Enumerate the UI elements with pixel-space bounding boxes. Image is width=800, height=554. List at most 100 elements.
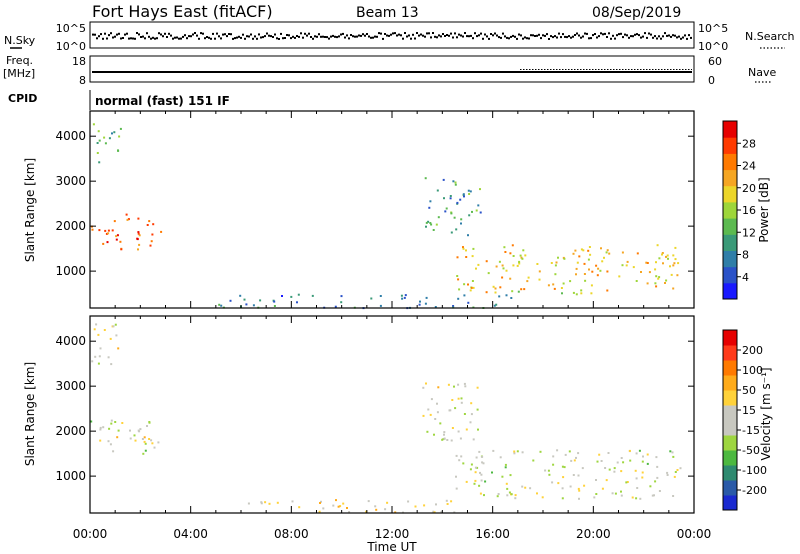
nsky-point xyxy=(108,34,110,37)
colorbar-swatch xyxy=(723,375,737,391)
data-cell xyxy=(455,487,458,490)
power-ylabel: Slant Range [km] xyxy=(23,158,37,262)
nsky-point xyxy=(432,32,434,34)
nsky-point xyxy=(110,32,112,35)
y-tick-label: 3000 xyxy=(55,174,86,188)
data-cell xyxy=(664,282,666,284)
nsky-point xyxy=(92,33,94,36)
y-tick-label: 2000 xyxy=(55,219,86,233)
nsky-point xyxy=(594,33,596,35)
data-cell xyxy=(157,441,160,444)
nsky-point xyxy=(400,34,402,37)
nsky-point xyxy=(508,37,510,40)
data-cell xyxy=(593,496,596,499)
data-cell xyxy=(113,220,116,223)
y-tick-label: 3000 xyxy=(55,379,86,393)
data-cell xyxy=(521,257,524,260)
nsky-point xyxy=(106,37,108,40)
nsky-point xyxy=(298,35,300,38)
nsky-point xyxy=(126,32,128,35)
data-cell xyxy=(472,286,475,289)
data-cell xyxy=(512,264,515,267)
data-cell xyxy=(620,457,623,459)
data-cell xyxy=(587,249,590,252)
power-colorbar: 4 8 12 16 20 24 28 xyxy=(722,120,756,300)
nsky-point xyxy=(258,33,260,36)
data-cell xyxy=(374,505,377,508)
data-cell xyxy=(518,262,521,265)
nsky-point xyxy=(274,33,276,36)
data-cell xyxy=(150,240,153,243)
data-cell xyxy=(590,292,593,295)
data-cell xyxy=(137,231,140,234)
data-cell xyxy=(460,222,462,225)
data-cell xyxy=(620,494,623,497)
data-cell xyxy=(467,283,469,286)
beam-label: Beam 13 xyxy=(356,5,419,21)
nsky-point xyxy=(638,34,640,37)
data-cell xyxy=(450,212,453,215)
data-cell xyxy=(423,504,426,507)
data-cell xyxy=(259,299,262,302)
nsky-point xyxy=(486,35,488,38)
data-cell xyxy=(608,468,611,471)
nsky-point xyxy=(350,34,352,36)
data-cell xyxy=(456,275,459,277)
nsky-point xyxy=(440,35,442,38)
data-cell xyxy=(463,195,465,198)
data-cell xyxy=(636,252,639,255)
nsky-point xyxy=(668,34,670,37)
data-cell xyxy=(138,430,141,433)
data-cell xyxy=(229,299,232,302)
nsky-point xyxy=(104,32,106,35)
data-cell xyxy=(578,497,580,500)
data-cell xyxy=(478,484,481,487)
nsky-point xyxy=(154,37,156,40)
data-cell xyxy=(576,261,579,264)
data-cell xyxy=(434,418,437,420)
data-cell xyxy=(435,223,438,226)
data-cell xyxy=(432,229,435,231)
nsky-point xyxy=(396,34,398,37)
data-cell xyxy=(655,285,658,288)
data-cell xyxy=(673,262,676,265)
nsky-point xyxy=(260,36,262,39)
nsky-point xyxy=(448,34,450,37)
data-cell xyxy=(370,297,373,300)
data-cell xyxy=(138,243,141,246)
nsky-point xyxy=(324,36,326,38)
data-cell xyxy=(536,492,538,495)
nsky-point xyxy=(578,34,580,37)
data-cell xyxy=(437,386,440,389)
data-cell xyxy=(580,248,583,251)
data-cell xyxy=(657,277,660,280)
nsky-point xyxy=(94,33,96,36)
data-cell xyxy=(429,222,432,224)
data-cell xyxy=(102,426,105,429)
colorbar-swatch xyxy=(723,495,737,511)
data-cell xyxy=(502,267,505,270)
data-cell xyxy=(143,436,146,439)
nsky-point xyxy=(142,35,144,38)
nsky-point xyxy=(524,36,526,39)
data-cell xyxy=(125,213,128,216)
nsky-strip: N.Sky 10^5 10^0 N.Search 10^5 10^0 xyxy=(4,21,795,53)
nsky-point xyxy=(604,32,606,35)
data-cell xyxy=(499,456,502,459)
data-cell xyxy=(616,461,619,464)
nsky-point xyxy=(310,36,312,38)
data-cell xyxy=(346,507,348,509)
data-cell xyxy=(583,273,586,275)
data-cell xyxy=(428,206,431,209)
nsky-point xyxy=(488,37,490,40)
data-cell xyxy=(672,287,675,290)
data-cell xyxy=(137,217,140,220)
data-cell xyxy=(519,254,522,257)
nsky-point xyxy=(276,37,278,40)
data-cell xyxy=(529,487,532,490)
data-cell xyxy=(454,183,457,186)
nsky-point xyxy=(152,36,154,39)
data-cell xyxy=(674,246,677,249)
data-cell xyxy=(482,462,485,465)
data-cell xyxy=(562,476,565,479)
